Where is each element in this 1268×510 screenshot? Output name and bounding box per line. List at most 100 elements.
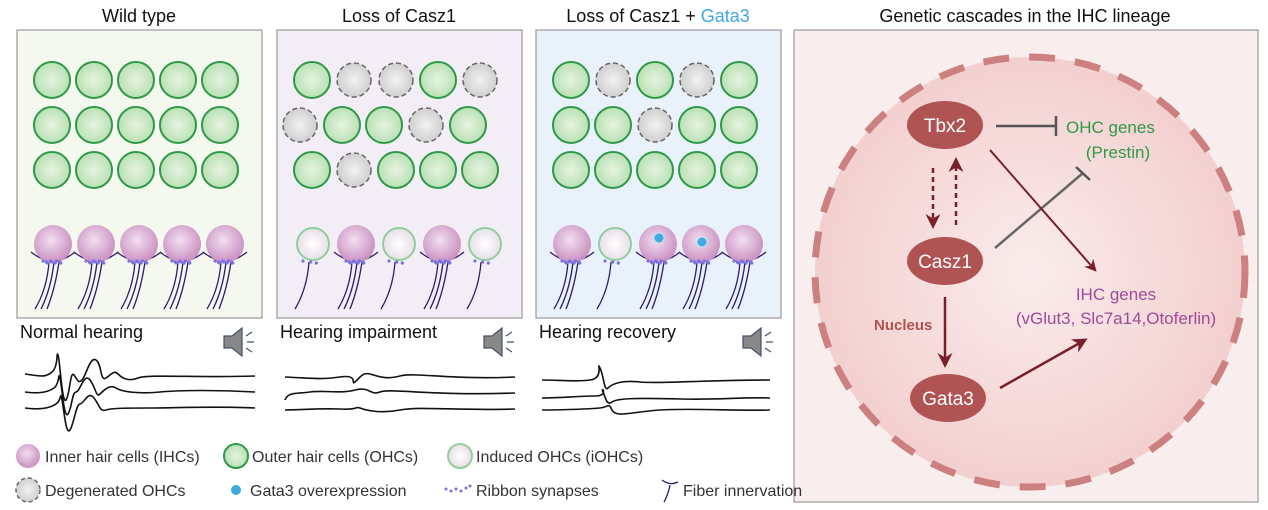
ribbon-synapse xyxy=(616,261,620,265)
fiber-innervation xyxy=(565,261,579,310)
gata3-overexpression xyxy=(653,232,665,244)
degenerated-ohc xyxy=(282,107,318,143)
outer-hair-cell xyxy=(293,151,331,189)
fiber-innervation xyxy=(46,261,60,310)
ribbon-synapse xyxy=(84,259,88,263)
ribbon-synapse xyxy=(736,261,741,265)
ribbon-synapse xyxy=(646,259,650,263)
ribbon-synapse xyxy=(93,260,97,264)
ribbon-synapse xyxy=(741,260,745,264)
ribbon-synapse xyxy=(564,261,569,265)
ribbon-synapse xyxy=(693,261,698,265)
ribbon-synapse xyxy=(357,259,361,263)
fiber-innervation xyxy=(163,261,179,310)
ribbon-synapse xyxy=(183,259,187,263)
panel-title: Loss of Casz1 + Gata3 xyxy=(566,6,750,26)
fiber-innervation xyxy=(380,261,396,310)
legend-degenerated: Degenerated OHCs xyxy=(45,483,186,500)
inner-hair-cell xyxy=(553,225,591,263)
ribbon-synapse xyxy=(430,259,434,263)
legend-gata3-icon xyxy=(231,485,241,495)
ribbon-synapse xyxy=(439,260,443,264)
node-casz1: Casz1 xyxy=(907,237,983,285)
legend-ohc: Outer hair cells (OHCs) xyxy=(252,449,418,466)
fiber-innervation xyxy=(725,261,741,310)
outer-hair-cell xyxy=(720,151,758,189)
outer-hair-cell xyxy=(33,106,71,144)
ribbon-synapse xyxy=(611,260,615,264)
ribbon-synapse xyxy=(569,260,573,264)
outer-hair-cell xyxy=(377,151,415,189)
outer-hair-cell xyxy=(594,151,632,189)
outer-hair-cell xyxy=(117,61,155,99)
ohc-genes-detail: (Prestin) xyxy=(1086,143,1150,162)
inhibition-casz1-ohc xyxy=(994,166,1091,249)
ribbon-synapse xyxy=(473,259,477,263)
fiber-innervation xyxy=(737,261,751,310)
ribbon-synapse xyxy=(217,261,222,265)
ohc-genes-label: OHC genes xyxy=(1066,118,1155,137)
outer-hair-cell xyxy=(720,106,758,144)
outer-hair-cell xyxy=(293,61,331,99)
ribbon-synapse xyxy=(45,261,50,265)
panel-title: Wild type xyxy=(102,6,176,26)
abr-waveform-normal xyxy=(24,353,256,432)
ribbon-synapse xyxy=(170,259,174,263)
fiber-innervation xyxy=(77,261,93,310)
fiber-innervation xyxy=(126,261,141,310)
ribbon-synapse xyxy=(578,261,582,265)
outer-hair-cell xyxy=(552,61,590,99)
degenerated-ohc xyxy=(336,62,372,98)
ribbon-synapse xyxy=(54,259,58,263)
legend-degenerated-icon xyxy=(15,477,41,503)
outer-hair-cell xyxy=(552,151,590,189)
ribbon-synapse xyxy=(603,259,607,263)
ribbon-synapse xyxy=(102,261,106,265)
outer-hair-cell xyxy=(365,106,403,144)
fiber-innervation xyxy=(337,261,353,310)
ribbon-synapse xyxy=(732,259,736,263)
ribbon-synapse xyxy=(573,259,577,263)
legend: Inner hair cells (IHCs) Outer hair cells… xyxy=(15,443,802,503)
inner-hair-cell xyxy=(337,225,375,263)
inner-hair-cell xyxy=(34,225,72,263)
outer-hair-cell xyxy=(201,61,239,99)
outer-hair-cell xyxy=(449,106,487,144)
fiber-innervation xyxy=(466,261,482,310)
ribbon-synapse xyxy=(97,259,101,263)
outer-hair-cell xyxy=(419,61,457,99)
outer-hair-cell xyxy=(636,61,674,99)
ribbon-synapse xyxy=(689,259,693,263)
panel-1: Wild type Normal hearing xyxy=(16,6,263,358)
ribbon-synapse xyxy=(486,261,490,265)
fiber-innervation xyxy=(645,261,660,310)
outer-hair-cell xyxy=(636,151,674,189)
nucleus-membrane xyxy=(811,53,1249,491)
outer-hair-cell xyxy=(678,151,716,189)
ribbon-synapse xyxy=(395,260,399,264)
ribbon-synapse xyxy=(127,259,131,263)
outer-hair-cell xyxy=(75,151,113,189)
speaker-icon xyxy=(742,326,773,358)
induced-ohc xyxy=(598,227,632,261)
outer-hair-cell xyxy=(117,106,155,144)
legend-fiber-icon xyxy=(661,479,679,503)
fiber-innervation xyxy=(429,261,444,310)
outer-hair-cell xyxy=(159,61,197,99)
ribbon-synapse xyxy=(309,260,313,264)
inhibition-tbx2-ohc xyxy=(996,116,1058,136)
inner-hair-cell xyxy=(120,225,158,263)
fiber-innervation xyxy=(651,261,665,310)
outer-hair-cell xyxy=(75,61,113,99)
hearing-label: Hearing impairment xyxy=(280,322,437,342)
induced-ohc xyxy=(296,227,330,261)
ribbon-synapse xyxy=(664,261,668,265)
fiber-innervation xyxy=(83,261,98,310)
fiber-innervation xyxy=(169,261,184,310)
induced-ohc xyxy=(468,227,502,261)
nucleus-label: Nucleus xyxy=(874,317,932,334)
ribbon-synapse xyxy=(659,259,663,263)
ribbon-synapse xyxy=(400,261,404,265)
ribbon-synapse xyxy=(188,261,192,265)
